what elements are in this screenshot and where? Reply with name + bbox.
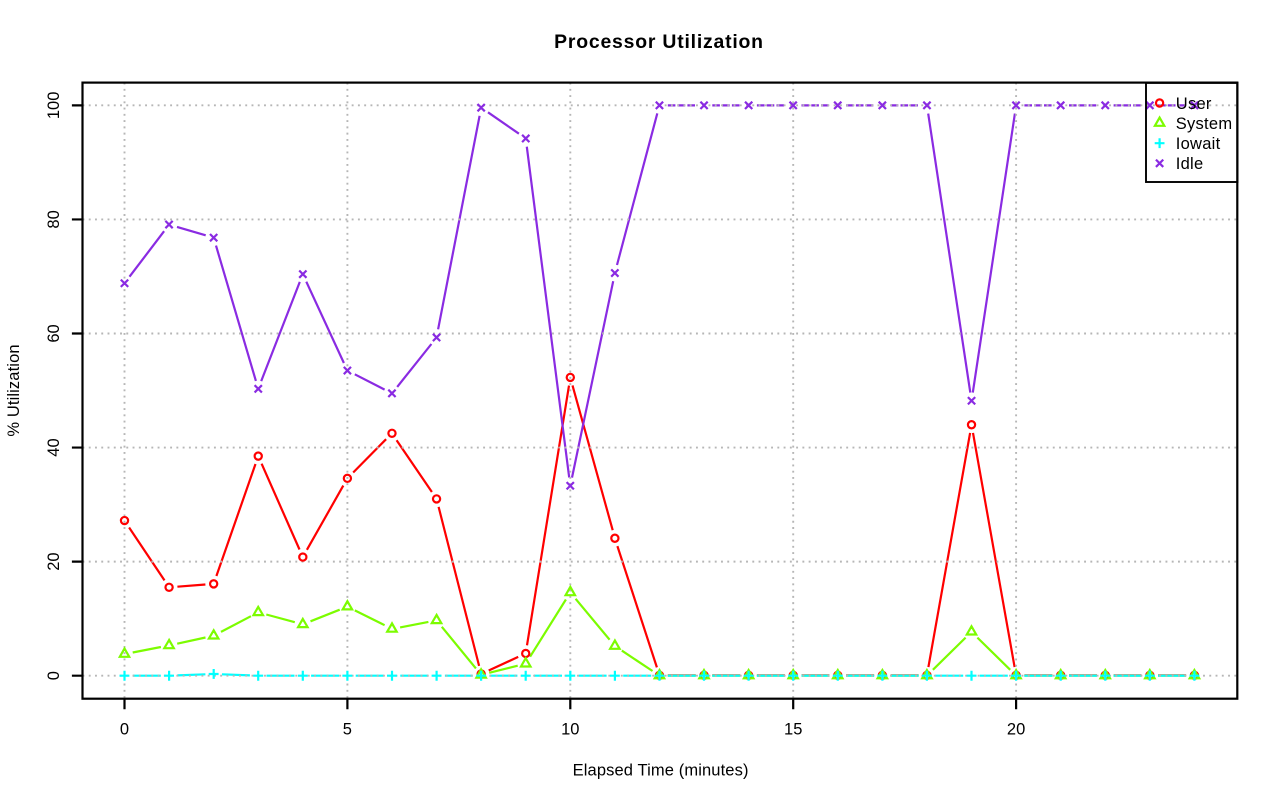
svg-text:60: 60	[45, 324, 63, 342]
svg-text:100: 100	[45, 92, 63, 120]
svg-text:System: System	[1176, 115, 1233, 133]
svg-text:80: 80	[45, 210, 63, 228]
svg-text:Processor Utilization: Processor Utilization	[554, 31, 764, 53]
svg-text:Elapsed Time (minutes): Elapsed Time (minutes)	[573, 762, 749, 780]
svg-text:20: 20	[1007, 721, 1025, 739]
svg-text:% Utilization: % Utilization	[5, 344, 23, 436]
svg-text:Idle: Idle	[1176, 155, 1204, 173]
svg-text:User: User	[1176, 95, 1212, 113]
svg-text:Iowait: Iowait	[1176, 135, 1221, 153]
svg-text:10: 10	[561, 721, 579, 739]
svg-text:5: 5	[343, 721, 352, 739]
svg-text:40: 40	[45, 438, 63, 456]
svg-text:0: 0	[120, 721, 129, 739]
svg-text:15: 15	[784, 721, 802, 739]
svg-text:0: 0	[45, 671, 63, 680]
svg-text:20: 20	[45, 552, 63, 570]
